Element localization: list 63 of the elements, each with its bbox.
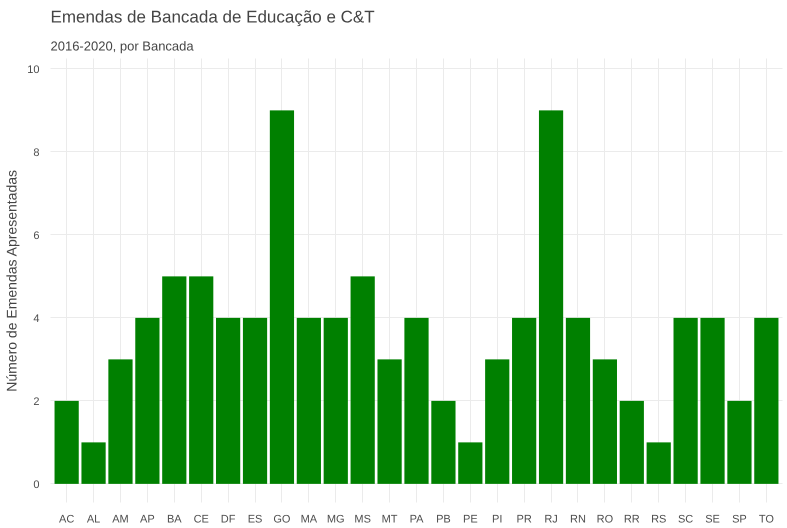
x-tick-label: CE bbox=[194, 514, 209, 526]
y-tick-label: 4 bbox=[33, 312, 40, 325]
x-tick-label: PB bbox=[436, 514, 451, 526]
bar bbox=[646, 442, 671, 484]
x-tick-label: AM bbox=[112, 514, 129, 526]
bar bbox=[270, 110, 294, 484]
bar bbox=[512, 318, 536, 484]
bar bbox=[727, 400, 752, 484]
bar bbox=[431, 400, 456, 484]
x-tick-label: RN bbox=[570, 514, 586, 526]
bar bbox=[700, 318, 725, 484]
bar bbox=[189, 276, 214, 484]
x-tick-label: DF bbox=[220, 514, 236, 526]
bar bbox=[377, 359, 402, 484]
bar bbox=[404, 318, 429, 484]
x-tick-label: MS bbox=[354, 514, 371, 526]
x-tick-label: RS bbox=[651, 514, 666, 526]
x-tick-label: MT bbox=[382, 514, 398, 526]
bar bbox=[324, 318, 348, 484]
bar bbox=[162, 276, 186, 484]
bar bbox=[216, 318, 240, 484]
x-tick-label: ES bbox=[248, 514, 262, 526]
x-tick-label: PR bbox=[516, 514, 532, 526]
x-tick-label: PI bbox=[492, 514, 502, 526]
x-tick-label: SE bbox=[705, 514, 720, 526]
x-tick-label: GO bbox=[273, 514, 291, 526]
y-axis-title: Número de Emendas Apresentadas bbox=[3, 170, 20, 392]
bar bbox=[538, 110, 564, 484]
bar bbox=[754, 318, 778, 484]
bar bbox=[350, 276, 375, 484]
x-tick-label: AL bbox=[86, 514, 100, 526]
x-tick-label: SP bbox=[732, 514, 747, 526]
y-tick-label: 2 bbox=[33, 396, 40, 408]
bar bbox=[81, 442, 106, 484]
x-tick-label: AC bbox=[59, 514, 74, 526]
y-tick-label: 10 bbox=[27, 64, 40, 76]
y-tick-label: 8 bbox=[33, 146, 40, 159]
y-tick-label: 6 bbox=[33, 230, 40, 242]
x-tick-label: BA bbox=[166, 514, 182, 526]
bar bbox=[592, 359, 617, 484]
x-tick-label: MA bbox=[300, 514, 318, 526]
y-tick-label: 0 bbox=[33, 478, 40, 491]
bar bbox=[54, 400, 79, 484]
x-tick-label: RO bbox=[596, 514, 614, 526]
bar bbox=[296, 318, 321, 484]
x-tick-label: MG bbox=[326, 514, 345, 526]
bar bbox=[108, 359, 133, 484]
x-tick-label: TO bbox=[758, 514, 774, 526]
bar bbox=[135, 318, 160, 484]
x-tick-label: RR bbox=[624, 514, 640, 526]
bar bbox=[485, 359, 510, 484]
chart-subtitle: 2016-2020, por Bancada bbox=[50, 38, 194, 54]
bar bbox=[620, 400, 644, 484]
bar bbox=[458, 442, 482, 484]
bar bbox=[674, 318, 698, 484]
x-tick-label: PA bbox=[410, 514, 424, 526]
bar bbox=[242, 318, 268, 484]
x-tick-label: SC bbox=[678, 514, 694, 526]
bar bbox=[566, 318, 590, 484]
x-tick-label: PE bbox=[462, 514, 478, 526]
x-tick-label: RJ bbox=[544, 514, 558, 526]
x-tick-label: AP bbox=[140, 514, 155, 526]
chart-title: Emendas de Bancada de Educação e C&T bbox=[50, 8, 375, 26]
